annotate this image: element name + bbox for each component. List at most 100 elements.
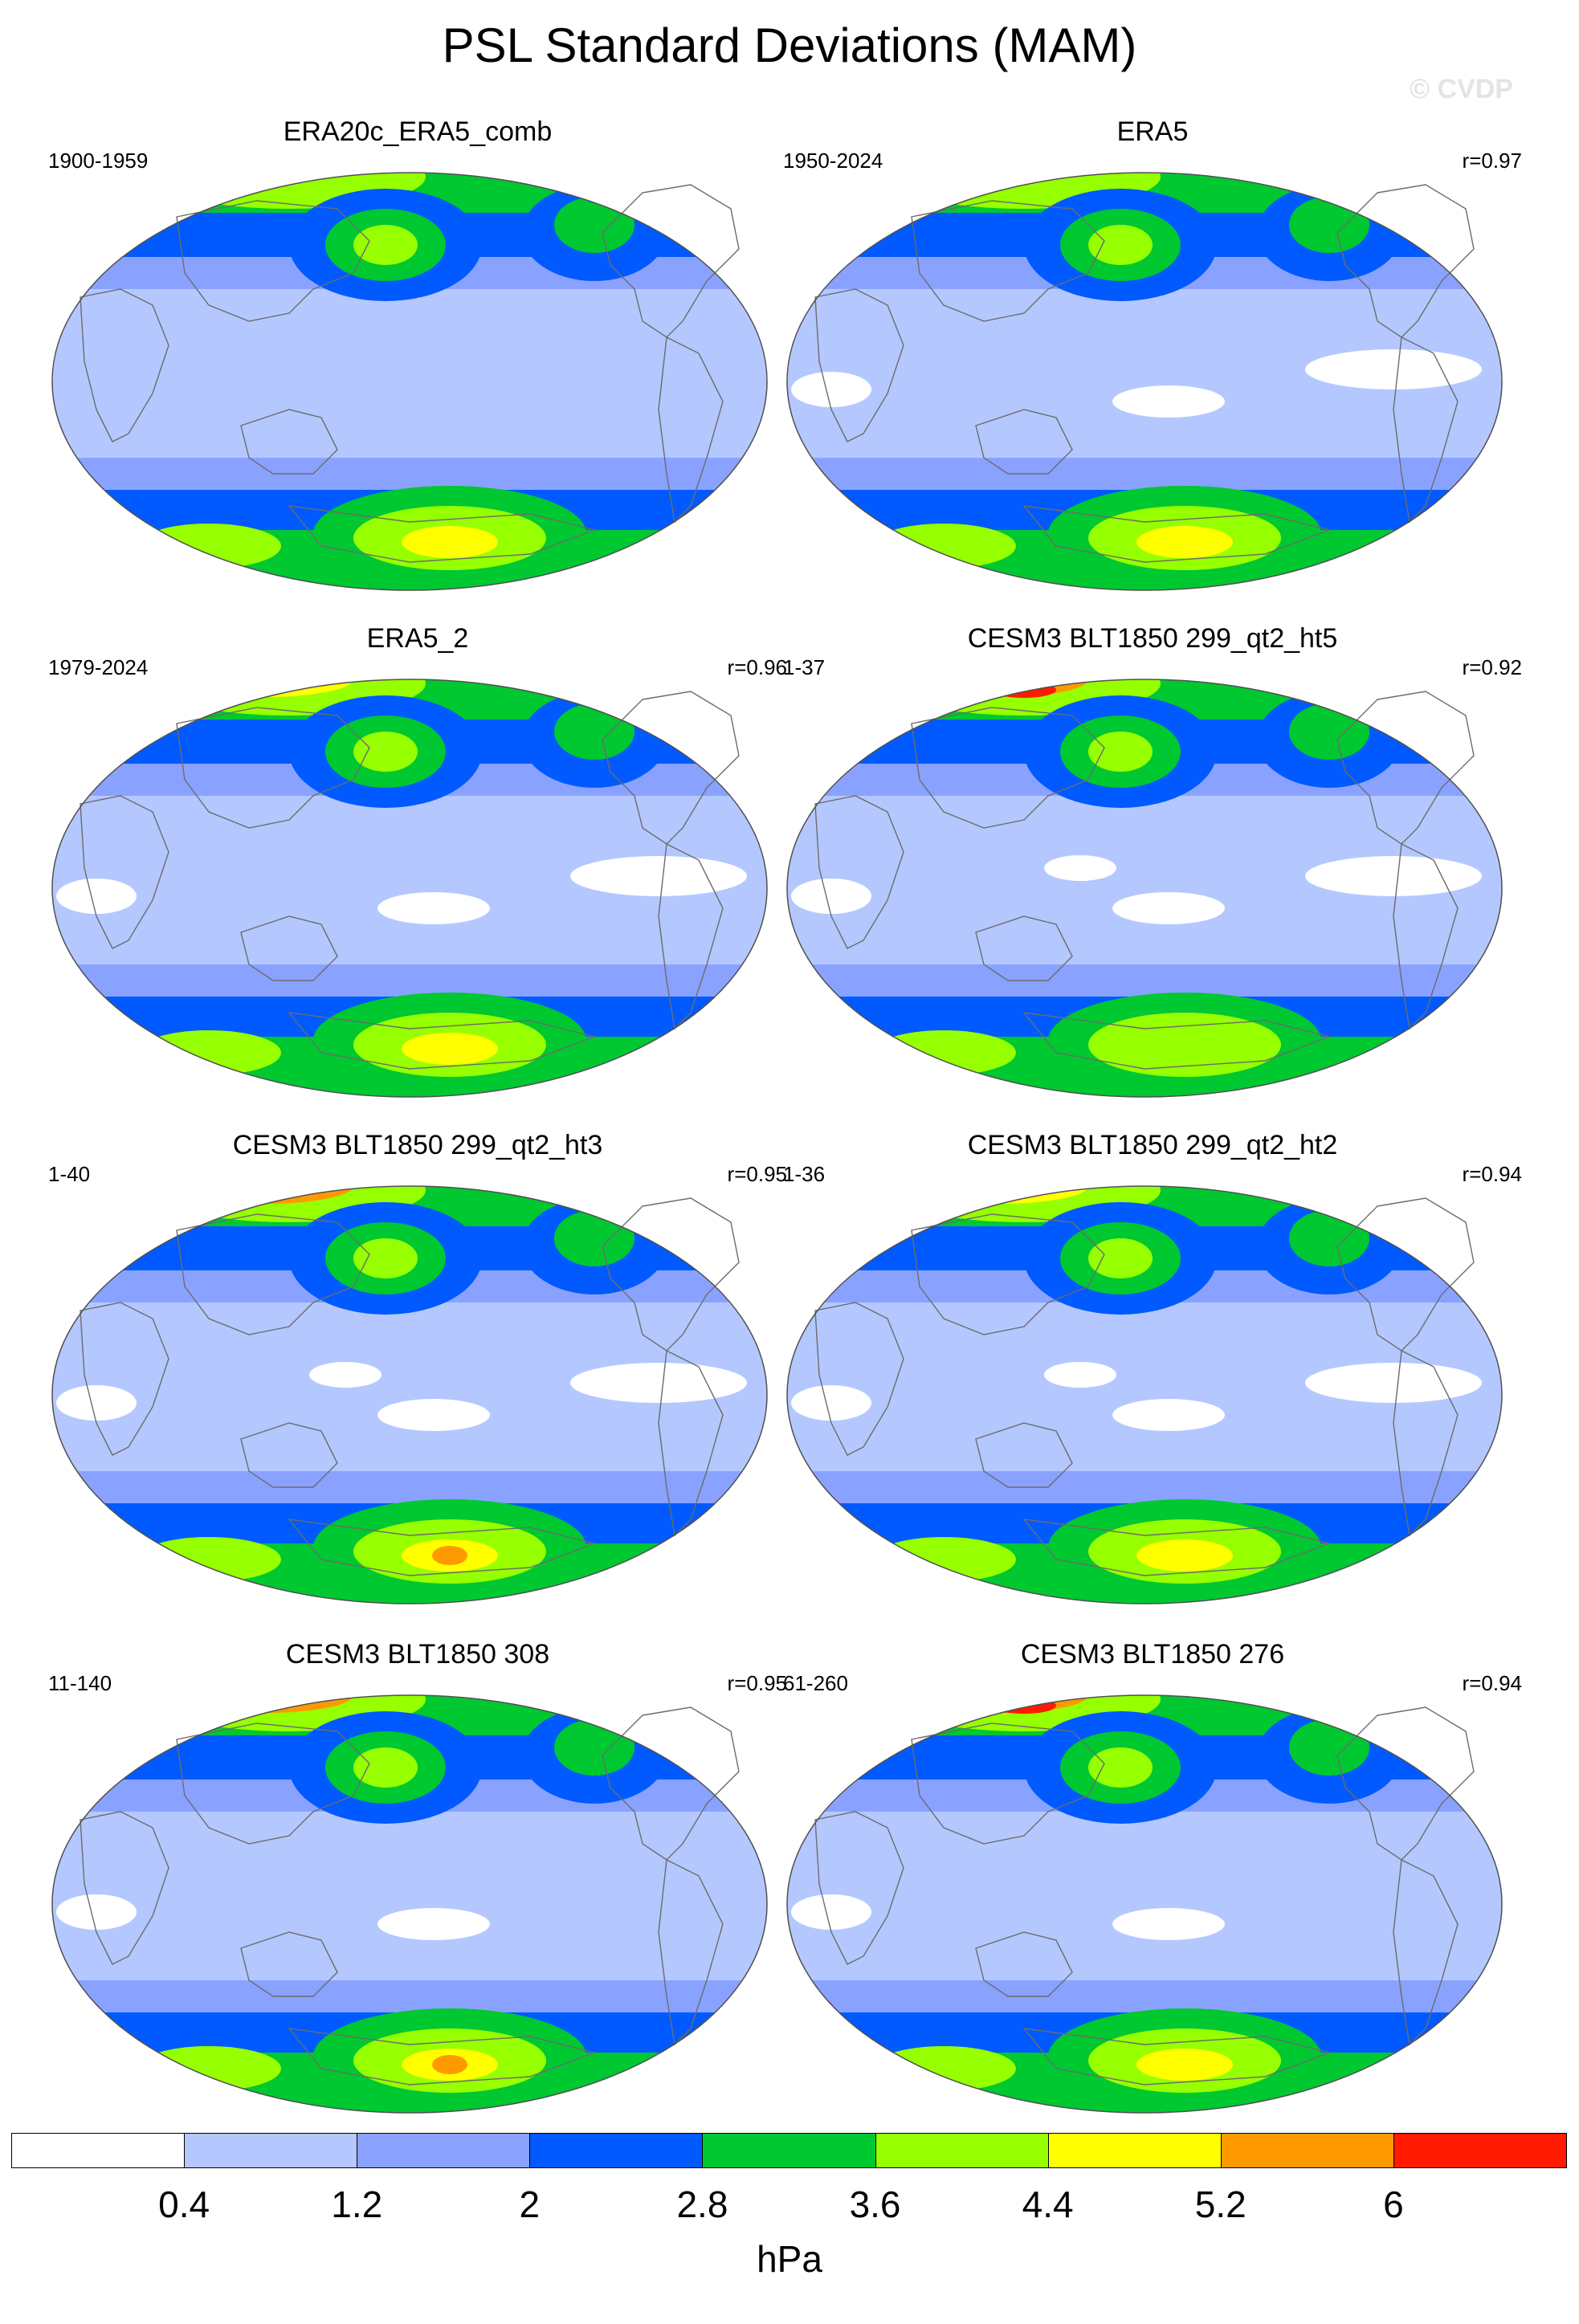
map-panel: ERA5 1950-2024 r=0.97 bbox=[783, 116, 1522, 597]
continent-outline bbox=[975, 915, 1073, 981]
continent-outline bbox=[1336, 1706, 1475, 1861]
cvdp-watermark: © CVDP bbox=[1410, 74, 1513, 104]
north-atlantic-4 bbox=[554, 197, 634, 253]
north-pacific-max bbox=[353, 732, 418, 772]
tropical-white-area bbox=[377, 1399, 490, 1431]
colorbar-box bbox=[875, 2133, 1049, 2168]
continent-outline bbox=[240, 409, 338, 475]
continent-outline bbox=[1393, 842, 1459, 1030]
continent-outline bbox=[288, 505, 597, 563]
north-pacific-max bbox=[353, 1747, 418, 1788]
continent-outline bbox=[1336, 184, 1475, 338]
panel-title: ERA20c_ERA5_comb bbox=[283, 116, 553, 147]
continent-outline bbox=[176, 1213, 370, 1335]
map-outline bbox=[51, 1185, 768, 1604]
map-outline bbox=[786, 1185, 1503, 1604]
colorbar-box bbox=[529, 2133, 704, 2168]
tropical-white-area bbox=[1112, 892, 1225, 924]
map-outline bbox=[786, 1694, 1503, 2114]
sh-max bbox=[1136, 2049, 1233, 2081]
continent-outline bbox=[975, 409, 1073, 475]
panel-title: CESM3 BLT1850 299_qt2_ht3 bbox=[232, 1130, 603, 1160]
coastlines bbox=[814, 1197, 1475, 1576]
panel-title: CESM3 BLT1850 308 bbox=[285, 1639, 550, 1670]
tropical-white-area bbox=[1112, 385, 1225, 418]
north-atlantic-4 bbox=[1289, 1719, 1369, 1776]
continent-outline bbox=[1336, 1197, 1475, 1352]
north-atlantic-4 bbox=[1289, 197, 1369, 253]
continent-outline bbox=[911, 707, 1105, 829]
continent-outline bbox=[1393, 336, 1459, 524]
panel-correlation: r=0.95 bbox=[727, 1162, 787, 1186]
sh-max bbox=[402, 1033, 498, 1065]
continent-outline bbox=[240, 1422, 338, 1488]
continent-outline bbox=[240, 915, 338, 981]
panel-title: CESM3 BLT1850 299_qt2_ht5 bbox=[967, 623, 1338, 654]
tropical-white-area bbox=[791, 1385, 871, 1421]
colorbar-box bbox=[1220, 2133, 1394, 2168]
panel-title: ERA5 bbox=[1116, 116, 1189, 147]
continent-outline bbox=[1022, 2028, 1332, 2085]
colorbar-tick-label: 2 bbox=[519, 2183, 541, 2225]
map-outline bbox=[51, 679, 768, 1098]
robinson-map bbox=[786, 1694, 1503, 2114]
tropical-white-area bbox=[56, 1894, 137, 1930]
continent-outline bbox=[240, 1931, 338, 1997]
continent-outline bbox=[288, 2028, 597, 2085]
colorbar-units: hPa bbox=[757, 2238, 822, 2280]
arctic-core bbox=[992, 1698, 1056, 1714]
robinson-map bbox=[51, 679, 768, 1098]
map-panel: CESM3 BLT1850 299_qt2_ht2 1-36 r=0.94 bbox=[783, 1129, 1522, 1611]
tropical-white-area bbox=[791, 372, 871, 407]
robinson-map bbox=[51, 172, 768, 591]
map-outline bbox=[51, 172, 768, 591]
coastlines bbox=[814, 691, 1475, 1070]
map-outline bbox=[786, 679, 1503, 1098]
colorbar-box bbox=[1047, 2133, 1222, 2168]
map-outline bbox=[786, 172, 1503, 591]
colorbar bbox=[11, 2133, 1567, 2170]
map-panel: CESM3 BLT1850 299_qt2_ht3 1-40 r=0.95 bbox=[48, 1129, 787, 1611]
colorbar-tick-label: 6 bbox=[1383, 2183, 1404, 2225]
north-atlantic-4 bbox=[1289, 1210, 1369, 1266]
tropical-white-area bbox=[791, 1894, 871, 1930]
continent-outline bbox=[176, 707, 370, 829]
colorbar-box bbox=[702, 2133, 876, 2168]
continent-outline bbox=[814, 1302, 904, 1456]
tropical-white-area bbox=[570, 856, 747, 896]
coastlines bbox=[814, 1706, 1475, 2085]
panel-correlation: r=0.94 bbox=[1462, 1671, 1522, 1695]
panel-years: 1-36 bbox=[783, 1162, 826, 1186]
continent-outline bbox=[602, 1706, 740, 1861]
continent-outline bbox=[602, 691, 740, 845]
panel-years: 11-140 bbox=[48, 1671, 112, 1695]
continent-outline bbox=[1393, 1858, 1459, 2046]
north-pacific-max bbox=[353, 225, 418, 265]
north-atlantic-4 bbox=[554, 703, 634, 760]
panel-title: ERA5_2 bbox=[366, 623, 469, 654]
panel-years: 1979-2024 bbox=[48, 655, 149, 679]
map-panel: CESM3 BLT1850 308 11-140 r=0.95 bbox=[48, 1638, 787, 2120]
continent-outline bbox=[658, 336, 724, 524]
map-panel: CESM3 BLT1850 276 61-260 r=0.94 bbox=[783, 1638, 1522, 2120]
continent-outline bbox=[1336, 691, 1475, 845]
contour-field bbox=[52, 1186, 767, 1604]
robinson-map bbox=[51, 1694, 768, 2114]
colorbar-tick-label: 2.8 bbox=[676, 2183, 728, 2225]
continent-outline bbox=[176, 1723, 370, 1845]
map-panel: CESM3 BLT1850 299_qt2_ht5 1-37 r=0.92 bbox=[783, 622, 1522, 1104]
map-panel: ERA5_2 1979-2024 r=0.96 bbox=[48, 622, 787, 1104]
continent-outline bbox=[911, 200, 1105, 322]
tropical-white-area bbox=[377, 1908, 490, 1940]
north-pacific-max bbox=[1088, 1747, 1153, 1788]
panel-correlation: r=0.92 bbox=[1462, 655, 1522, 679]
coastlines bbox=[80, 184, 740, 563]
continent-outline bbox=[80, 1811, 169, 1965]
continent-outline bbox=[975, 1931, 1073, 1997]
tropical-white-area bbox=[1305, 1363, 1482, 1403]
coastlines bbox=[814, 184, 1475, 563]
robinson-map bbox=[786, 1185, 1503, 1604]
panel-correlation: r=0.95 bbox=[727, 1671, 787, 1695]
panel-years: 1900-1959 bbox=[48, 149, 149, 173]
north-atlantic-4 bbox=[554, 1719, 634, 1776]
